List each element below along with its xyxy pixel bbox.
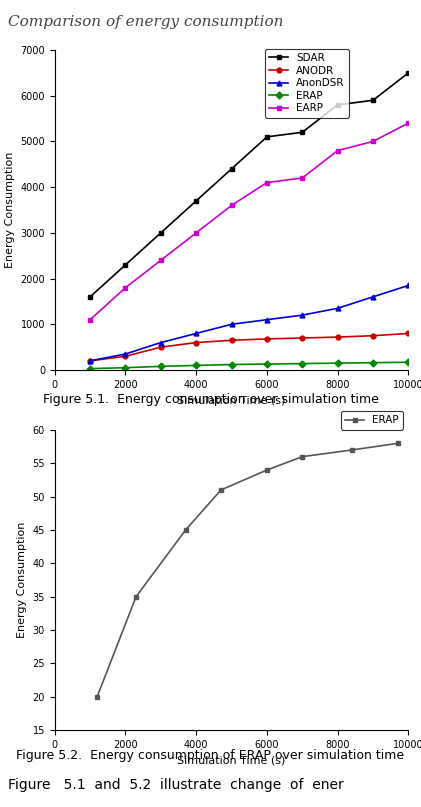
EARP bbox=[264, 178, 269, 187]
Y-axis label: Energy Consumption: Energy Consumption bbox=[17, 522, 27, 638]
ANODR bbox=[158, 342, 163, 352]
SDAR bbox=[300, 128, 305, 137]
X-axis label: Simulation Time (s): Simulation Time (s) bbox=[177, 755, 286, 765]
ERAP bbox=[370, 358, 376, 367]
ERAP bbox=[229, 360, 234, 370]
AnonDSR bbox=[123, 349, 128, 359]
ANODR bbox=[300, 333, 305, 343]
ERAP bbox=[95, 692, 100, 701]
SDAR bbox=[158, 228, 163, 238]
ANODR bbox=[194, 337, 199, 347]
Text: Figure 5.1.  Energy consumption over simulation time: Figure 5.1. Energy consumption over simu… bbox=[43, 394, 378, 407]
ANODR bbox=[370, 331, 376, 341]
EARP bbox=[88, 315, 93, 324]
ANODR bbox=[335, 332, 340, 342]
ERAP bbox=[395, 438, 400, 448]
ERAP bbox=[406, 358, 411, 367]
AnonDSR bbox=[158, 337, 163, 347]
Line: AnonDSR: AnonDSR bbox=[88, 283, 411, 363]
EARP bbox=[335, 146, 340, 156]
Line: ERAP: ERAP bbox=[88, 360, 411, 371]
Line: ANODR: ANODR bbox=[88, 331, 411, 363]
ERAP bbox=[218, 485, 224, 495]
EARP bbox=[194, 228, 199, 238]
ERAP bbox=[158, 362, 163, 371]
AnonDSR bbox=[406, 281, 411, 291]
AnonDSR bbox=[300, 311, 305, 320]
AnonDSR bbox=[88, 356, 93, 366]
ERAP bbox=[133, 592, 139, 601]
ANODR bbox=[264, 334, 269, 344]
SDAR bbox=[194, 196, 199, 206]
ANODR bbox=[123, 351, 128, 361]
ERAP bbox=[264, 465, 269, 475]
AnonDSR bbox=[335, 303, 340, 313]
EARP bbox=[406, 119, 411, 128]
Legend: SDAR, ANODR, AnonDSR, ERAP, EARP: SDAR, ANODR, AnonDSR, ERAP, EARP bbox=[265, 48, 349, 118]
ERAP bbox=[264, 359, 269, 369]
Y-axis label: Energy Consumption: Energy Consumption bbox=[5, 152, 15, 268]
ERAP bbox=[123, 363, 128, 373]
EARP bbox=[300, 174, 305, 183]
AnonDSR bbox=[229, 320, 234, 329]
Legend: ERAP: ERAP bbox=[341, 412, 403, 429]
SDAR bbox=[229, 164, 234, 174]
Line: SDAR: SDAR bbox=[88, 70, 411, 299]
ERAP bbox=[300, 452, 305, 462]
AnonDSR bbox=[370, 292, 376, 302]
AnonDSR bbox=[194, 328, 199, 338]
Text: Figure 5.2.  Energy consumption of ERAP over simulation time: Figure 5.2. Energy consumption of ERAP o… bbox=[16, 749, 405, 762]
Line: EARP: EARP bbox=[88, 121, 411, 322]
AnonDSR bbox=[264, 315, 269, 324]
EARP bbox=[158, 256, 163, 266]
Text: Comparison of energy consumption: Comparison of energy consumption bbox=[8, 15, 284, 29]
SDAR bbox=[88, 292, 93, 302]
ERAP bbox=[194, 361, 199, 370]
SDAR bbox=[370, 95, 376, 105]
SDAR bbox=[123, 260, 128, 270]
Line: ERAP: ERAP bbox=[95, 441, 400, 699]
SDAR bbox=[264, 132, 269, 142]
ERAP bbox=[349, 445, 354, 455]
ERAP bbox=[335, 358, 340, 368]
ANODR bbox=[406, 328, 411, 338]
SDAR bbox=[406, 68, 411, 77]
ANODR bbox=[229, 336, 234, 345]
ANODR bbox=[88, 356, 93, 366]
ERAP bbox=[183, 525, 188, 535]
Text: Figure   5.1  and  5.2  illustrate  change  of  ener: Figure 5.1 and 5.2 illustrate change of … bbox=[8, 778, 344, 792]
EARP bbox=[229, 201, 234, 211]
SDAR bbox=[335, 100, 340, 110]
ERAP bbox=[300, 359, 305, 369]
EARP bbox=[123, 283, 128, 293]
X-axis label: Simulation Time (s): Simulation Time (s) bbox=[177, 395, 286, 405]
EARP bbox=[370, 136, 376, 146]
ERAP bbox=[88, 364, 93, 374]
